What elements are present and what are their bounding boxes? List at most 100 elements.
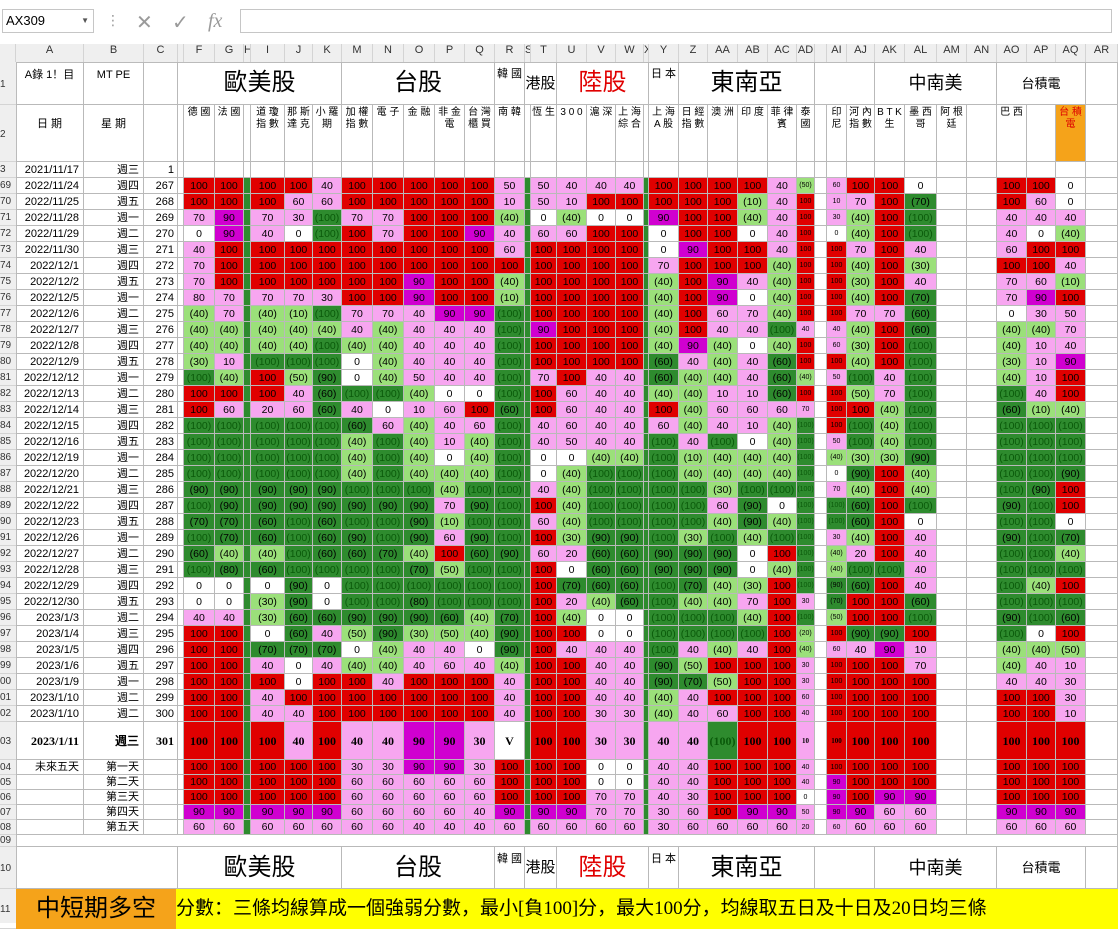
column-header[interactable]: G <box>215 44 244 62</box>
score-cell[interactable]: 90 <box>404 274 435 290</box>
score-cell[interactable]: 70 <box>905 658 937 674</box>
score-cell[interactable]: 60 <box>465 775 495 790</box>
score-cell[interactable]: 100 <box>616 194 644 210</box>
score-cell[interactable]: 70 <box>875 306 905 322</box>
spacer-cell[interactable] <box>1086 530 1118 546</box>
score-cell[interactable]: 40 <box>587 434 616 450</box>
score-cell[interactable]: (90) <box>847 466 875 482</box>
row-header[interactable]: 03 <box>0 722 16 760</box>
weekday-cell[interactable]: 第三天 <box>84 790 144 805</box>
spacer-cell[interactable] <box>178 498 184 514</box>
spacer-cell[interactable] <box>815 775 827 790</box>
score-cell[interactable]: 40 <box>313 626 342 642</box>
score-cell[interactable]: (90) <box>587 530 616 546</box>
score-cell[interactable]: (90) <box>738 514 768 530</box>
score-cell[interactable]: 100 <box>587 354 616 370</box>
score-cell[interactable]: (90) <box>649 674 679 690</box>
spacer-cell[interactable] <box>644 338 649 354</box>
score-cell[interactable]: 100 <box>1027 258 1056 274</box>
score-cell[interactable]: (30) <box>847 450 875 466</box>
score-cell[interactable]: 100 <box>827 258 847 274</box>
score-cell[interactable]: 40 <box>495 706 525 722</box>
spacer-cell[interactable] <box>644 242 649 258</box>
score-cell[interactable]: 100 <box>797 386 815 402</box>
date-cell[interactable]: 2022/12/30 <box>16 594 84 610</box>
score-cell[interactable]: (40) <box>557 482 587 498</box>
score-cell[interactable]: 100 <box>1056 722 1086 760</box>
spacer-cell[interactable] <box>244 162 251 178</box>
score-cell[interactable]: 30 <box>342 760 373 775</box>
score-cell[interactable]: (40) <box>768 450 797 466</box>
score-cell[interactable]: 90 <box>404 722 435 760</box>
spacer-cell[interactable] <box>1086 820 1118 835</box>
score-cell[interactable]: (30) <box>738 578 768 594</box>
score-cell[interactable]: 60 <box>738 820 768 835</box>
column-label[interactable]: 上 海 綜 合 <box>616 105 644 162</box>
score-cell[interactable]: 100 <box>847 760 875 775</box>
score-cell[interactable] <box>937 194 967 210</box>
spacer-cell[interactable] <box>244 482 251 498</box>
score-cell[interactable]: 100 <box>465 690 495 706</box>
score-cell[interactable] <box>937 760 967 775</box>
score-cell[interactable]: (40) <box>708 578 738 594</box>
score-cell[interactable]: (90) <box>875 626 905 642</box>
spacer-cell[interactable] <box>644 790 649 805</box>
spacer-cell[interactable] <box>967 274 997 290</box>
score-cell[interactable]: (10) <box>738 194 768 210</box>
score-cell[interactable]: (100) <box>905 370 937 386</box>
score-cell[interactable]: 100 <box>875 210 905 226</box>
score-cell[interactable]: (100) <box>215 434 244 450</box>
score-cell[interactable]: 100 <box>905 690 937 706</box>
score-cell[interactable]: (70) <box>404 562 435 578</box>
score-cell[interactable]: (100) <box>997 562 1027 578</box>
spacer-cell[interactable] <box>525 722 531 760</box>
score-cell[interactable]: 70 <box>342 210 373 226</box>
score-cell[interactable]: 100 <box>768 790 797 805</box>
spacer-cell[interactable] <box>644 402 649 418</box>
score-cell[interactable]: 50 <box>531 178 557 194</box>
score-cell[interactable]: 40 <box>404 820 435 835</box>
spacer-cell[interactable] <box>244 450 251 466</box>
score-cell[interactable]: 0 <box>465 386 495 402</box>
score-cell[interactable]: 60 <box>404 775 435 790</box>
score-cell[interactable]: 100 <box>184 658 215 674</box>
column-label[interactable]: 台 積 電 <box>1056 105 1086 162</box>
score-cell[interactable]: 30 <box>827 210 847 226</box>
score-cell[interactable]: 100 <box>768 626 797 642</box>
score-cell[interactable]: 100 <box>373 178 404 194</box>
score-cell[interactable]: (100) <box>768 530 797 546</box>
column-label[interactable]: 德 國 <box>184 105 215 162</box>
spacer-cell[interactable] <box>244 370 251 386</box>
score-cell[interactable]: 10 <box>1027 338 1056 354</box>
score-cell[interactable]: 100 <box>531 498 557 514</box>
score-cell[interactable]: 100 <box>531 642 557 658</box>
score-cell[interactable]: 100 <box>847 690 875 706</box>
column-header[interactable]: P <box>435 44 465 62</box>
score-cell[interactable]: (100) <box>587 482 616 498</box>
index-cell[interactable]: 289 <box>144 530 178 546</box>
score-cell[interactable]: 100 <box>285 775 313 790</box>
index-cell[interactable]: 298 <box>144 674 178 690</box>
score-cell[interactable]: (90) <box>649 546 679 562</box>
score-cell[interactable]: 100 <box>1056 790 1086 805</box>
column-label[interactable] <box>1086 105 1118 162</box>
score-cell[interactable] <box>827 162 847 178</box>
score-cell[interactable]: 30 <box>465 760 495 775</box>
score-cell[interactable]: 0 <box>616 626 644 642</box>
score-cell[interactable]: (40) <box>465 610 495 626</box>
score-cell[interactable]: (90) <box>404 610 435 626</box>
score-cell[interactable]: (40) <box>1027 578 1056 594</box>
score-cell[interactable]: 100 <box>251 760 285 775</box>
group-korea[interactable]: 韓 國 <box>495 62 525 105</box>
score-cell[interactable]: 100 <box>342 674 373 690</box>
score-cell[interactable]: 40 <box>435 354 465 370</box>
column-label[interactable]: 法 國 <box>215 105 244 162</box>
score-cell[interactable]: 60 <box>531 546 557 562</box>
score-cell[interactable]: 100 <box>184 402 215 418</box>
score-cell[interactable]: 100 <box>531 578 557 594</box>
score-cell[interactable]: (40) <box>768 562 797 578</box>
score-cell[interactable]: (40) <box>649 322 679 338</box>
row-header[interactable]: 00 <box>0 674 16 690</box>
score-cell[interactable]: 10 <box>1056 706 1086 722</box>
spacer-cell[interactable] <box>178 594 184 610</box>
